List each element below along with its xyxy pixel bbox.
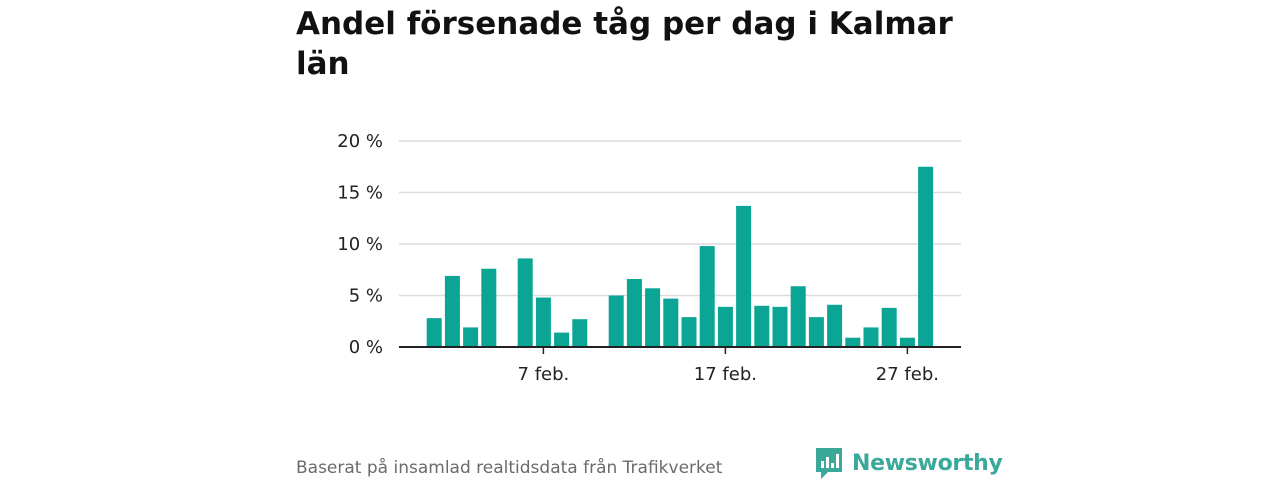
bar: [863, 327, 879, 347]
y-tick-label: 5 %: [349, 286, 383, 307]
x-tick-label: 17 feb.: [694, 364, 757, 385]
bar: [481, 268, 497, 347]
bar: [827, 304, 843, 347]
bar: [699, 246, 715, 347]
bar: [608, 295, 624, 347]
chart-title: Andel försenade tåg per dag i Kalmar län: [296, 6, 953, 82]
bar: [626, 279, 642, 347]
bar: [736, 205, 752, 347]
x-axis-ticks: 7 feb. 17 feb. 27 feb.: [518, 347, 939, 385]
bar: [444, 275, 460, 347]
x-tick-label: 7 feb.: [518, 364, 570, 385]
y-tick-label: 0 %: [349, 337, 383, 358]
bar: [517, 258, 533, 347]
bar: [808, 317, 824, 347]
bar: [681, 317, 697, 347]
bar: [899, 337, 915, 347]
y-tick-label: 10 %: [337, 234, 383, 255]
bar: [772, 306, 788, 347]
bar: [535, 297, 551, 347]
bar: [663, 298, 679, 347]
bar: [754, 305, 770, 347]
bar: [918, 166, 934, 347]
bar: [790, 286, 806, 347]
y-axis-tick-labels: 0 % 5 % 10 % 15 % 20 %: [337, 131, 383, 358]
newsworthy-logo-icon: [816, 448, 842, 479]
newsworthy-logo[interactable]: Newsworthy: [814, 446, 1003, 480]
y-tick-label: 20 %: [337, 131, 383, 152]
bar: [845, 337, 861, 347]
source-note: Baserat på insamlad realtidsdata från Tr…: [296, 458, 723, 478]
bar: [572, 319, 588, 347]
bars: [426, 166, 934, 347]
bar: [554, 332, 570, 347]
bar: [645, 288, 661, 347]
x-tick-label: 27 feb.: [876, 364, 939, 385]
y-tick-label: 15 %: [337, 183, 383, 204]
bar: [463, 327, 479, 347]
bar: [426, 318, 442, 347]
bar: [881, 307, 897, 347]
newsworthy-brand-name: Newsworthy: [852, 450, 1003, 476]
bar: [717, 306, 733, 347]
